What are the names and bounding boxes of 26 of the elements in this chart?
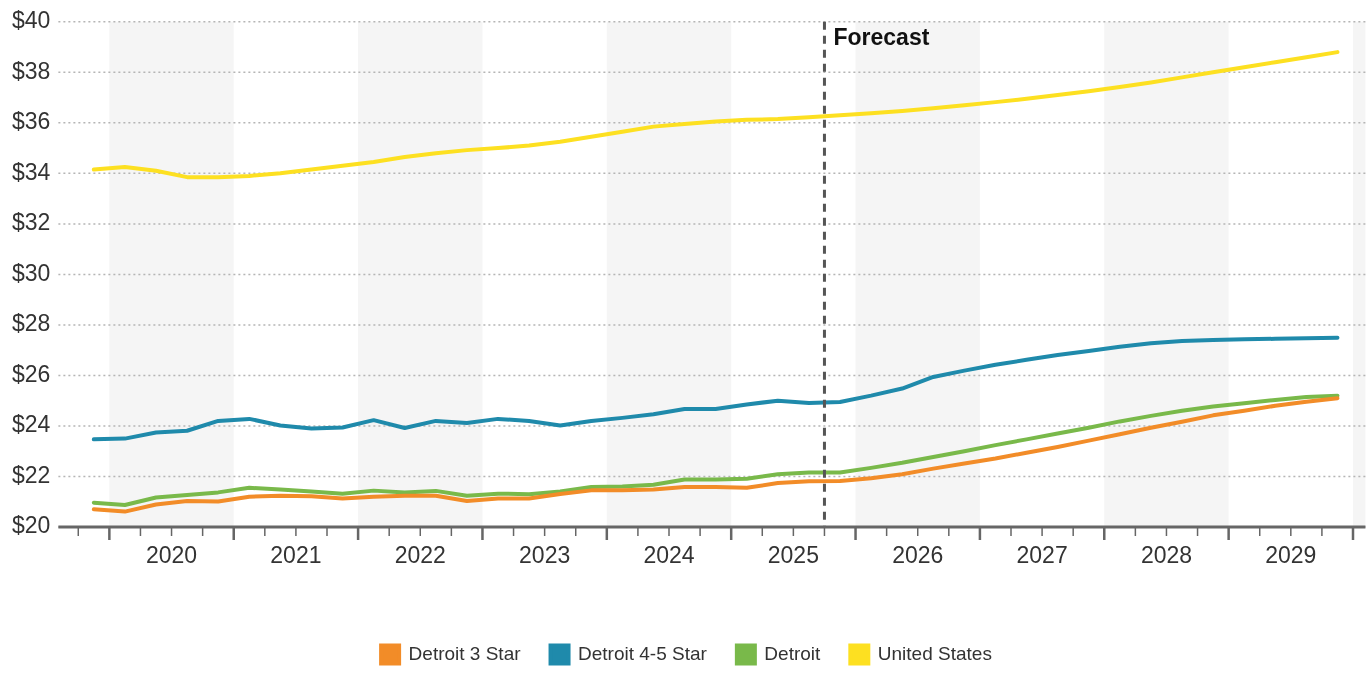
x-tick-label: 2024	[643, 542, 695, 569]
y-tick-label: $20	[12, 512, 51, 539]
y-tick-label: $30	[12, 259, 51, 286]
x-tick-label: 2020	[145, 542, 198, 569]
x-tick-label: 2029	[1265, 542, 1317, 569]
y-tick-label: $38	[12, 57, 51, 84]
legend-label: United States	[877, 642, 992, 664]
x-tick-label: 2027	[1016, 542, 1068, 569]
y-tick-label: $26	[12, 360, 51, 387]
y-tick-label: $36	[12, 108, 51, 135]
y-tick-label: $24	[12, 411, 51, 438]
y-tick-label: $34	[12, 158, 51, 185]
y-tick-label: $28	[12, 310, 51, 337]
x-tick-label: 2025	[767, 542, 819, 569]
legend-label: Detroit 4-5 Star	[578, 642, 708, 664]
legend-label: Detroit 3 Star	[408, 642, 522, 664]
ref-line-label: Forecast	[833, 23, 930, 50]
x-tick-label: 2028	[1140, 542, 1193, 569]
y-tick-label: $32	[12, 209, 51, 236]
x-tick-label: 2023	[519, 542, 571, 569]
y-tick-label: $40	[12, 7, 51, 34]
x-tick-label: 2026	[892, 542, 944, 569]
legend-label: Detroit	[764, 642, 822, 664]
x-tick-label: 2021	[270, 542, 322, 569]
y-tick-label: $22	[12, 461, 51, 488]
x-tick-label: 2022	[394, 542, 446, 569]
